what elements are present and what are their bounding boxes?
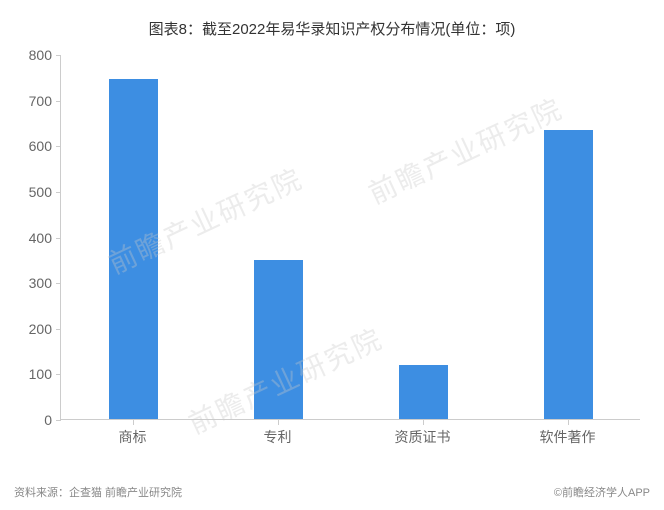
y-tick-label: 0 [44,412,52,428]
x-tick-mark [568,420,569,425]
y-tick-label: 500 [29,184,52,200]
y-tick-label: 300 [29,275,52,291]
x-tick-label: 资质证书 [395,427,451,447]
chart-area: 0100200300400500600700800商标专利资质证书软件著作 [60,55,640,450]
y-tick-label: 100 [29,366,52,382]
x-tick-mark [278,420,279,425]
y-tick-label: 200 [29,321,52,337]
footer: 资料来源：企查猫 前瞻产业研究院 ©前瞻经济学人APP [14,484,650,500]
x-tick-mark [133,420,134,425]
source-label: 资料来源：企查猫 前瞻产业研究院 [14,484,182,500]
chart-title: 图表8：截至2022年易华录知识产权分布情况(单位：项) [0,0,664,39]
y-tick-mark [56,192,61,193]
y-tick-label: 400 [29,230,52,246]
y-tick-mark [56,238,61,239]
y-tick-mark [56,101,61,102]
x-tick-label: 商标 [119,427,147,447]
y-tick-mark [56,374,61,375]
y-tick-mark [56,420,61,421]
x-tick-mark [423,420,424,425]
y-tick-mark [56,55,61,56]
y-tick-label: 800 [29,47,52,63]
y-tick-label: 700 [29,93,52,109]
bar [109,79,158,419]
bar [544,130,593,419]
x-tick-label: 软件著作 [540,427,596,447]
plot-region [60,55,640,420]
x-tick-label: 专利 [264,427,292,447]
copyright-label: ©前瞻经济学人APP [554,484,650,500]
y-tick-mark [56,329,61,330]
y-tick-label: 600 [29,138,52,154]
bar [254,260,303,419]
bar [399,365,448,419]
y-tick-mark [56,146,61,147]
y-tick-mark [56,283,61,284]
